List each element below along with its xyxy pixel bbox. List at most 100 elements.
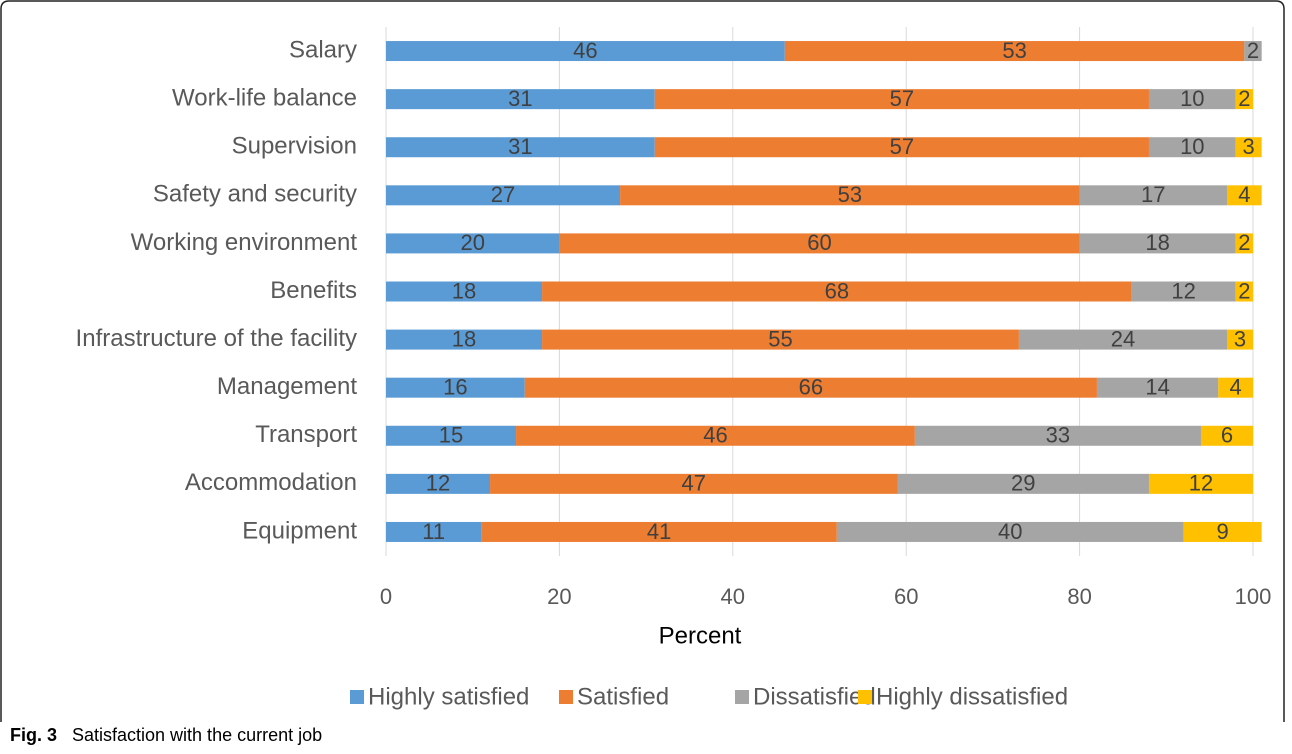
x-tick-label: 40	[721, 584, 745, 609]
data-label: 40	[998, 519, 1022, 544]
y-tick-label: Benefits	[270, 277, 357, 304]
bar-segment	[897, 473, 1149, 494]
y-tick-label: Working environment	[131, 229, 358, 256]
bar-segment	[1148, 137, 1236, 158]
bar-segment	[542, 281, 1132, 302]
data-label: 11	[422, 519, 445, 544]
data-label: 46	[573, 38, 597, 63]
x-tick-label: 20	[547, 584, 571, 609]
data-label: 66	[799, 374, 823, 399]
bar-segment	[1244, 41, 1262, 62]
data-label: 4	[1238, 182, 1250, 207]
data-label: 3	[1234, 326, 1246, 351]
y-tick-label: Supervision	[232, 133, 357, 160]
bar-segment	[1079, 185, 1227, 206]
data-label: 18	[1145, 230, 1169, 255]
bar-segment	[386, 377, 525, 398]
data-label: 41	[647, 519, 671, 544]
data-label: 55	[768, 326, 792, 351]
y-tick-label: Infrastructure of the facility	[76, 325, 357, 352]
bar-segment	[386, 425, 517, 446]
data-label: 47	[682, 471, 706, 496]
data-label: 2	[1247, 38, 1259, 63]
data-label: 12	[1189, 471, 1213, 496]
bar-segment	[542, 329, 1019, 350]
data-label: 12	[1171, 278, 1195, 303]
y-tick-label: Work-life balance	[172, 84, 357, 111]
bar-segment	[386, 185, 621, 206]
y-tick-label: Equipment	[242, 517, 357, 544]
data-label: 9	[1217, 519, 1229, 544]
data-label: 68	[825, 278, 849, 303]
data-label: 53	[1002, 38, 1026, 63]
data-label: 27	[491, 182, 515, 207]
data-label: 31	[508, 134, 532, 159]
bar-segment	[386, 521, 482, 542]
caption: Satisfaction with the current job	[72, 725, 322, 745]
bar-segment	[1226, 185, 1262, 206]
data-label: 18	[452, 326, 476, 351]
data-label: 57	[890, 86, 914, 111]
bar-segment	[1131, 281, 1236, 302]
legend-label: Satisfied	[577, 683, 669, 710]
x-tick-label: 80	[1067, 584, 1091, 609]
bar-segment	[1183, 521, 1262, 542]
bar-segment	[620, 185, 1080, 206]
x-axis-label: Percent	[659, 622, 742, 649]
legend-label: Highly satisfied	[368, 683, 529, 710]
bar-segment	[654, 89, 1149, 110]
legend-swatch	[350, 690, 364, 704]
x-tick-label: 60	[894, 584, 918, 609]
data-label: 6	[1221, 423, 1233, 448]
data-label: 2	[1238, 86, 1250, 111]
bar-segment	[654, 137, 1149, 158]
bar-segment	[386, 89, 655, 110]
bar-segment	[386, 137, 655, 158]
data-label: 17	[1141, 182, 1165, 207]
x-tick-label: 0	[380, 584, 392, 609]
data-label: 15	[439, 423, 463, 448]
data-label: 12	[426, 471, 450, 496]
bar-segment	[1218, 377, 1253, 398]
bar-segment	[1018, 329, 1227, 350]
data-label: 60	[807, 230, 831, 255]
legend-label: Dissatisfied	[753, 683, 876, 710]
frame	[0, 0, 1285, 722]
legend-label: Highly dissatisfied	[876, 683, 1068, 710]
bar-segment	[481, 521, 837, 542]
legend-swatch	[735, 690, 749, 704]
bar-segment	[386, 233, 560, 254]
bar-segment	[1079, 233, 1236, 254]
legend-swatch	[858, 690, 872, 704]
bar-segment	[386, 329, 543, 350]
bar-segment	[1148, 473, 1253, 494]
bar-segment	[1226, 329, 1253, 350]
bar-segment	[1200, 425, 1253, 446]
bar-segment	[386, 281, 543, 302]
bar-segment	[559, 233, 1080, 254]
data-label: 2	[1238, 230, 1250, 255]
bar-segment	[1148, 89, 1236, 110]
data-label: 14	[1145, 374, 1169, 399]
y-tick-label: Accommodation	[185, 469, 357, 496]
data-label: 16	[443, 374, 467, 399]
x-tick-label: 100	[1235, 584, 1272, 609]
y-tick-label: Transport	[255, 421, 357, 448]
bar-segment	[386, 41, 785, 62]
data-label: 10	[1180, 86, 1204, 111]
bar-segment	[836, 521, 1184, 542]
bar-segment	[386, 473, 491, 494]
bar-segment	[1235, 89, 1253, 110]
bar-segment	[1235, 233, 1253, 254]
bar-segment	[784, 41, 1245, 62]
bar-segment	[1235, 281, 1253, 302]
data-label: 24	[1111, 326, 1135, 351]
data-label: 33	[1046, 423, 1070, 448]
bar-segment	[914, 425, 1201, 446]
data-label: 53	[838, 182, 862, 207]
y-tick-label: Safety and security	[153, 181, 357, 208]
data-label: 3	[1243, 134, 1255, 159]
figure-label: Fig. 3	[10, 725, 57, 745]
data-label: 2	[1238, 278, 1250, 303]
